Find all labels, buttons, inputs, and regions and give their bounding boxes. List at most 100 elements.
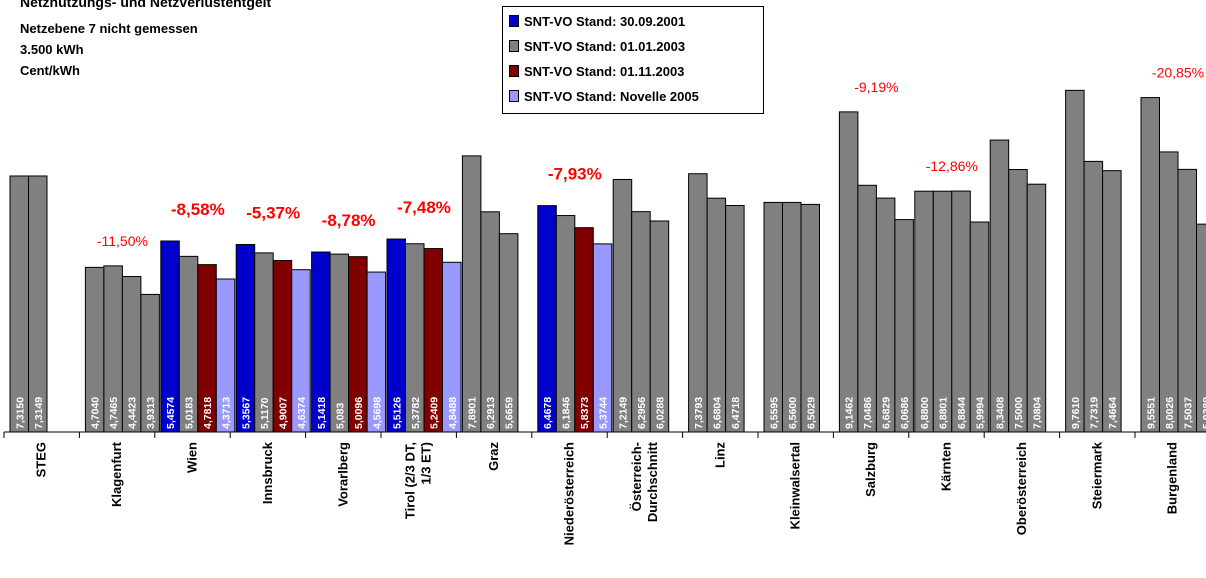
legend-item-2001: SNT-VO Stand: 30.09.2001 — [509, 12, 685, 30]
data-label-linz-3: 6,4718 — [730, 397, 742, 429]
category-label-kaernten: Kärnten — [939, 442, 954, 491]
bar-burgenland-1 — [1140, 97, 1160, 433]
data-label-tirol-2-3-dt-1-3-et-3: 5,2409 — [428, 397, 440, 429]
bar-kaernten-3 — [951, 190, 971, 433]
category-label-oesterreich-durchschnitt: Österreich-Durchschnitt — [629, 441, 660, 522]
data-label-oesterreich-durchschnitt-3: 6,0288 — [654, 397, 666, 429]
data-label-niederoesterreich-2: 6,1846 — [561, 397, 573, 429]
category-label-innsbruck: Innsbruck — [260, 441, 275, 504]
bar-klagenfurt-4 — [140, 293, 160, 433]
annotation-innsbruck: -5,37% — [246, 204, 300, 223]
bar-steiermark-2 — [1083, 160, 1104, 433]
data-label-steiermark-2: 7,7319 — [1088, 397, 1100, 429]
chart-title: Netznutzungs- und Netzverlustentgelt — [20, 0, 272, 10]
annotation-vorarlberg: -8,78% — [322, 211, 376, 230]
data-label-burgenland-3: 7,5037 — [1182, 397, 1194, 429]
category-label-steiermark: Steiermark — [1089, 441, 1104, 509]
data-label-salzburg-4: 6,0686 — [899, 397, 911, 429]
chart-subtitle-level: Netzebene 7 nicht gemessen — [20, 21, 198, 36]
data-label-steg-2: 7,3149 — [33, 397, 45, 429]
legend-swatch-2005 — [509, 90, 519, 102]
data-label-graz-2: 6,2913 — [485, 397, 497, 429]
chart-unit-label: Cent/kWh — [20, 63, 80, 78]
data-label-tirol-2-3-dt-1-3-et-2: 5,3782 — [410, 397, 422, 429]
data-label-wien-2: 5,0183 — [184, 397, 196, 429]
data-label-linz-1: 7,3793 — [693, 397, 705, 429]
category-label-niederoesterreich: Niederösterreich — [562, 442, 577, 545]
data-label-vorarlberg-4: 4,5698 — [371, 397, 383, 429]
annotation-burgenland: -20,85% — [1152, 65, 1204, 81]
data-label-wien-3: 4,7818 — [202, 397, 214, 429]
bar-salzburg-4 — [894, 219, 914, 433]
data-label-klagenfurt-3: 4,4423 — [127, 397, 139, 429]
data-label-tirol-2-3-dt-1-3-et-1: 5,5126 — [391, 397, 403, 429]
bar-kaernten-2 — [932, 190, 953, 433]
data-label-oesterreich-durchschnitt-2: 6,2956 — [636, 397, 648, 429]
bar-kaernten-4 — [969, 221, 990, 433]
annotation-salzburg: -9,19% — [854, 79, 898, 95]
category-label-burgenland: Burgenland — [1165, 442, 1180, 514]
legend-item-2003-jan: SNT-VO Stand: 01.01.2003 — [509, 37, 685, 55]
bar-niederoesterreich-4 — [592, 243, 613, 433]
category-label-graz: Graz — [486, 442, 501, 471]
chart-subtitle-consumption: 3.500 kWh — [20, 42, 84, 57]
bar-oberoesterreich-2 — [1008, 169, 1028, 433]
bar-kleinwalsertal-3 — [800, 203, 820, 433]
data-label-innsbruck-1: 5,3567 — [240, 397, 252, 429]
bar-steg-2 — [28, 175, 48, 433]
data-label-graz-3: 5,6659 — [504, 397, 516, 429]
bar-linz-1 — [688, 173, 708, 433]
data-label-steiermark-3: 7,4664 — [1107, 397, 1119, 429]
data-label-kaernten-2: 6,8801 — [938, 397, 950, 429]
bar-vorarlberg-4 — [366, 271, 387, 433]
category-label-steg: STEG — [34, 442, 49, 477]
bar-oberoesterreich-3 — [1026, 183, 1047, 433]
legend-swatch-2003-nov — [509, 65, 519, 77]
bar-graz-1 — [461, 155, 482, 433]
data-label-steg-1: 7,3150 — [14, 397, 26, 429]
data-label-niederoesterreich-1: 6,4678 — [542, 397, 554, 429]
bar-burgenland-3 — [1177, 168, 1197, 433]
legend-label-2005: SNT-VO Stand: Novelle 2005 — [524, 88, 699, 104]
data-label-klagenfurt-2: 4,7465 — [108, 397, 120, 429]
legend-item-2005: SNT-VO Stand: Novelle 2005 — [509, 87, 699, 105]
data-label-klagenfurt-4: 3,9313 — [145, 397, 157, 429]
data-label-tirol-2-3-dt-1-3-et-4: 4,8488 — [447, 397, 459, 429]
data-label-innsbruck-4: 4,6374 — [296, 397, 308, 429]
category-label-salzburg: Salzburg — [863, 442, 878, 497]
data-label-oberoesterreich-3: 7,0804 — [1031, 397, 1043, 429]
bar-steg-1 — [9, 175, 29, 433]
category-label-vorarlberg: Vorarlberg — [335, 442, 350, 507]
bar-steiermark-1 — [1065, 89, 1085, 433]
data-label-steiermark-1: 9,7610 — [1070, 397, 1082, 429]
data-label-wien-1: 5,4574 — [165, 397, 177, 429]
annotation-kaernten: -12,86% — [926, 158, 978, 174]
bar-salzburg-1 — [838, 111, 859, 433]
annotation-klagenfurt: -11,50% — [97, 233, 148, 249]
bar-wien-4 — [215, 278, 236, 433]
data-label-kaernten-1: 6,8800 — [919, 397, 931, 429]
data-label-vorarlberg-3: 5,0096 — [353, 397, 365, 429]
bar-graz-3 — [498, 233, 519, 433]
bar-linz-3 — [725, 204, 745, 433]
bar-tirol-2-3-dt-1-3-et-4 — [442, 261, 462, 433]
data-label-kaernten-4: 5,9994 — [975, 397, 987, 429]
legend-swatch-2001 — [509, 15, 519, 27]
data-label-oberoesterreich-2: 7,5000 — [1013, 397, 1025, 429]
bar-steiermark-3 — [1102, 170, 1122, 433]
data-label-salzburg-1: 9,1462 — [844, 397, 856, 429]
data-label-graz-1: 7,8901 — [467, 397, 479, 429]
data-label-oesterreich-durchschnitt-1: 7,2149 — [617, 397, 629, 429]
data-label-klagenfurt-1: 4,7040 — [90, 397, 102, 429]
data-label-innsbruck-2: 5,1170 — [259, 397, 271, 429]
data-label-kaernten-3: 6,8844 — [956, 397, 968, 429]
category-label-klagenfurt: Klagenfurt — [109, 441, 124, 507]
annotation-wien: -8,58% — [171, 200, 225, 219]
data-label-kleinwalsertal-1: 6,5595 — [768, 397, 780, 429]
data-label-kleinwalsertal-3: 6,5029 — [805, 397, 817, 429]
category-label-oberoesterreich: Oberösterreich — [1014, 442, 1029, 535]
bar-oesterreich-durchschnitt-3 — [649, 220, 670, 433]
legend-item-2003-nov: SNT-VO Stand: 01.11.2003 — [509, 62, 684, 80]
category-label-linz: Linz — [712, 442, 727, 468]
